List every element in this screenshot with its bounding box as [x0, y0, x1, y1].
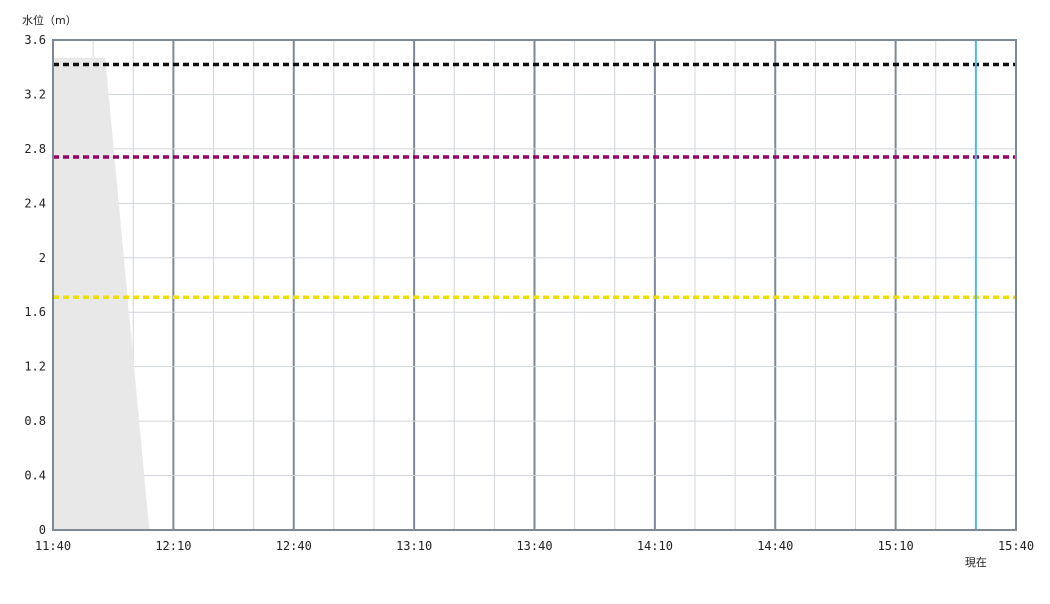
y-tick-label: 2.8: [24, 142, 46, 156]
x-tick-label: 13:10: [396, 539, 432, 553]
x-tick-label: 14:40: [757, 539, 793, 553]
y-tick-label: 2: [39, 251, 46, 265]
x-tick-label: 12:10: [155, 539, 191, 553]
plot-frame: [52, 39, 1017, 531]
x-tick-label: 14:10: [637, 539, 673, 553]
y-tick-label: 0.8: [24, 414, 46, 428]
x-tick-label: 15:40: [998, 539, 1034, 553]
y-tick-label: 0.4: [24, 469, 46, 483]
x-tick-label: 11:40: [35, 539, 71, 553]
x-tick-label: 12:40: [276, 539, 312, 553]
y-tick-label: 3.2: [24, 87, 46, 101]
y-tick-label: 2.4: [24, 196, 46, 210]
y-tick-label: 1.6: [24, 305, 46, 319]
now-marker-label: 現在: [965, 556, 987, 569]
y-tick-label: 1.2: [24, 360, 46, 374]
y-axis-label: 水位（m）: [22, 13, 77, 27]
x-tick-label: 15:10: [878, 539, 914, 553]
y-tick-label: 3.6: [24, 33, 46, 47]
x-tick-label: 13:40: [516, 539, 552, 553]
y-tick-label: 0: [39, 523, 46, 537]
water-level-area: [53, 57, 150, 530]
